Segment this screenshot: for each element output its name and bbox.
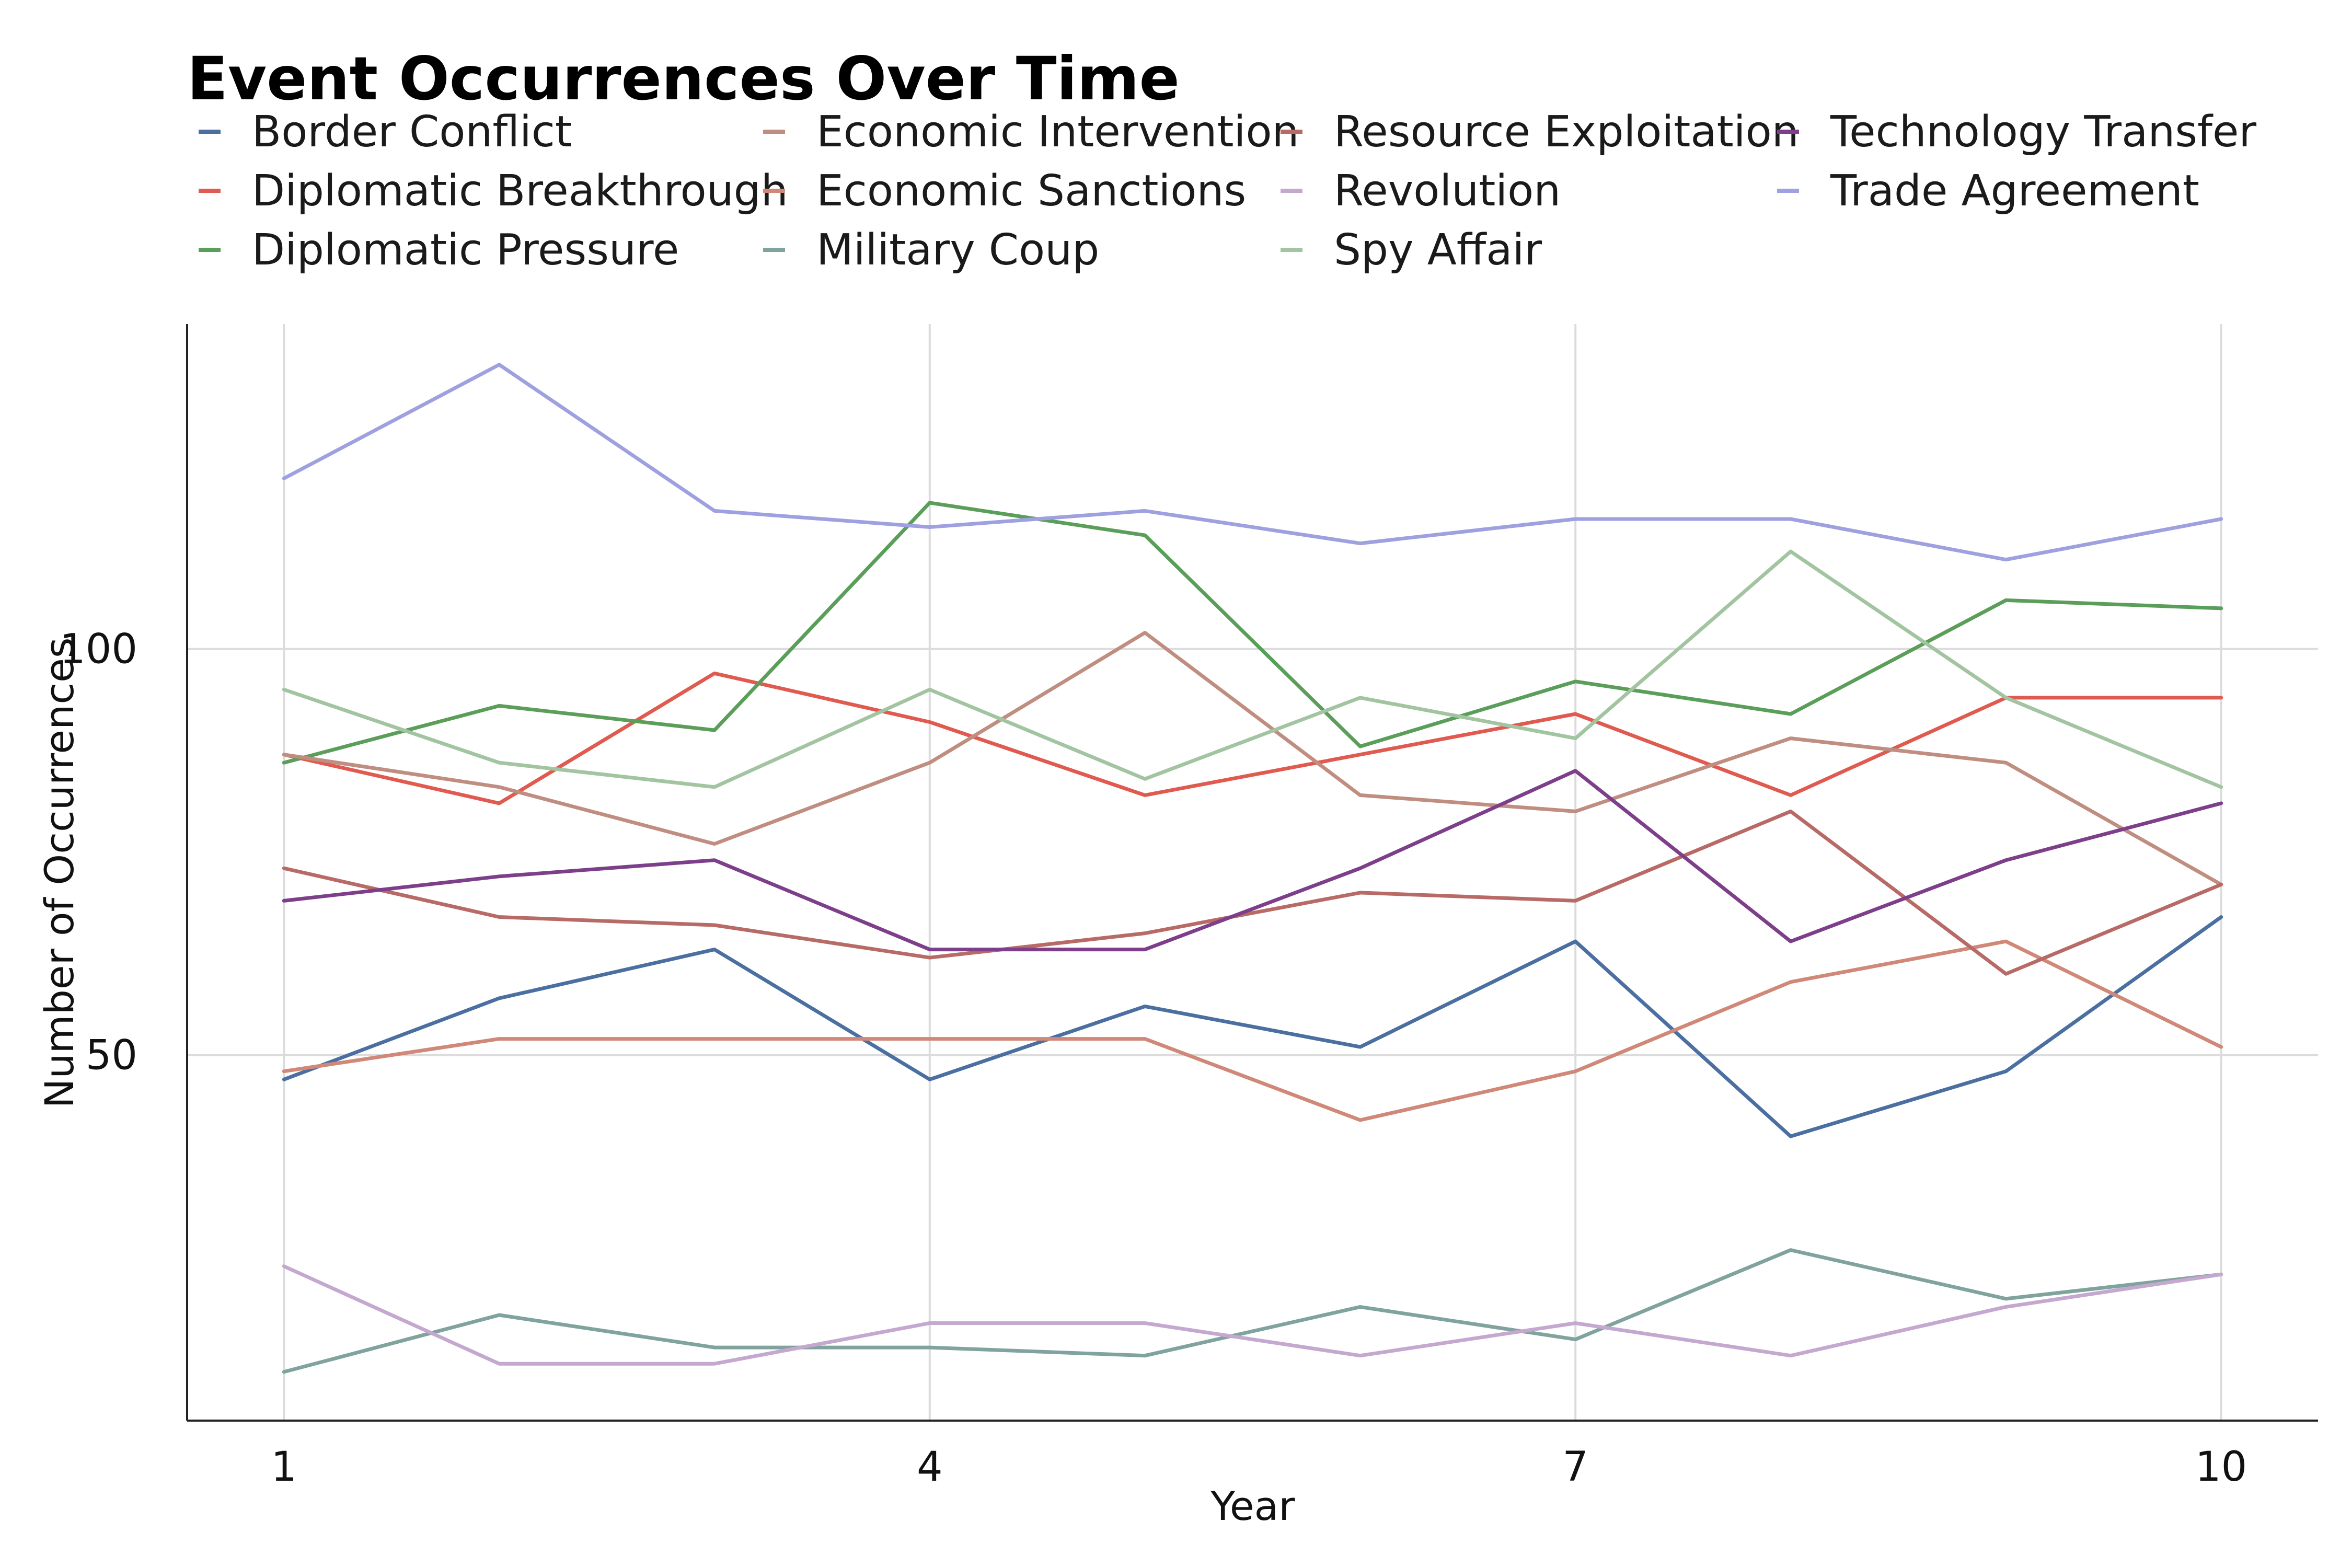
- y-axis-label: Number of Occurrences: [36, 638, 83, 1109]
- chart-title: Event Occurrences Over Time: [187, 44, 1180, 113]
- legend-item-military-coup: Military Coup: [763, 225, 1099, 275]
- legend-label: Trade Agreement: [1830, 166, 2199, 216]
- series-line-technology-transfer: [282, 769, 2223, 952]
- y-tick-label: 100: [60, 626, 137, 673]
- series-line-economic-sanctions: [282, 939, 2223, 1122]
- legend-label: Resource Exploitation: [1334, 107, 1799, 157]
- legend-item-economic-intervention: Economic Intervention: [763, 107, 1299, 157]
- legend-label: Technology Transfer: [1830, 107, 2256, 157]
- grid: [187, 324, 2318, 1421]
- legend-item-diplomatic-pressure: Diplomatic Pressure: [199, 225, 679, 275]
- legend-label: Revolution: [1334, 166, 1561, 216]
- legend-item-border-conflict: Border Conflict: [199, 107, 572, 157]
- legend-item-diplomatic-breakthrough: Diplomatic Breakthrough: [199, 166, 788, 216]
- legend-label: Border Conflict: [252, 107, 572, 157]
- legend-label: Diplomatic Pressure: [252, 225, 679, 275]
- axes: [186, 324, 2318, 1422]
- series-line-border-conflict: [282, 915, 2223, 1138]
- legend-item-revolution: Revolution: [1281, 166, 1561, 216]
- tick-labels: 1 4 7 10 50 100: [60, 626, 2247, 1491]
- series-line-revolution: [282, 1264, 2223, 1366]
- y-tick-label: 50: [86, 1032, 137, 1079]
- series-line-resource-exploitation: [282, 809, 2223, 976]
- x-axis-label: Year: [1210, 1483, 1296, 1529]
- legend-label: Economic Sanctions: [816, 166, 1246, 216]
- legend-item-economic-sanctions: Economic Sanctions: [763, 166, 1246, 216]
- series-line-diplomatic-breakthrough: [282, 671, 2223, 805]
- legend-label: Military Coup: [816, 225, 1099, 275]
- x-tick-label: 4: [917, 1444, 943, 1491]
- series-lines: [282, 363, 2223, 1374]
- series-line-military-coup: [282, 1248, 2223, 1374]
- series-line-spy-affair: [282, 549, 2223, 789]
- legend-item-resource-exploitation: Resource Exploitation: [1281, 107, 1799, 157]
- legend-label: Economic Intervention: [816, 107, 1299, 157]
- series-line-diplomatic-pressure: [282, 501, 2223, 765]
- x-tick-label: 7: [1562, 1444, 1588, 1491]
- legend-label: Spy Affair: [1334, 225, 1542, 275]
- x-tick-label: 1: [271, 1444, 297, 1491]
- legend-label: Diplomatic Breakthrough: [252, 166, 788, 216]
- legend-item-trade-agreement: Trade Agreement: [1777, 166, 2199, 216]
- legend-item-technology-transfer: Technology Transfer: [1777, 107, 2256, 157]
- legend: Border Conflict Diplomatic Breakthrough Di…: [199, 107, 2256, 275]
- series-line-economic-intervention: [282, 631, 2223, 886]
- x-tick-label: 10: [2195, 1444, 2247, 1491]
- legend-item-spy-affair: Spy Affair: [1281, 225, 1542, 275]
- series-line-trade-agreement: [282, 363, 2223, 562]
